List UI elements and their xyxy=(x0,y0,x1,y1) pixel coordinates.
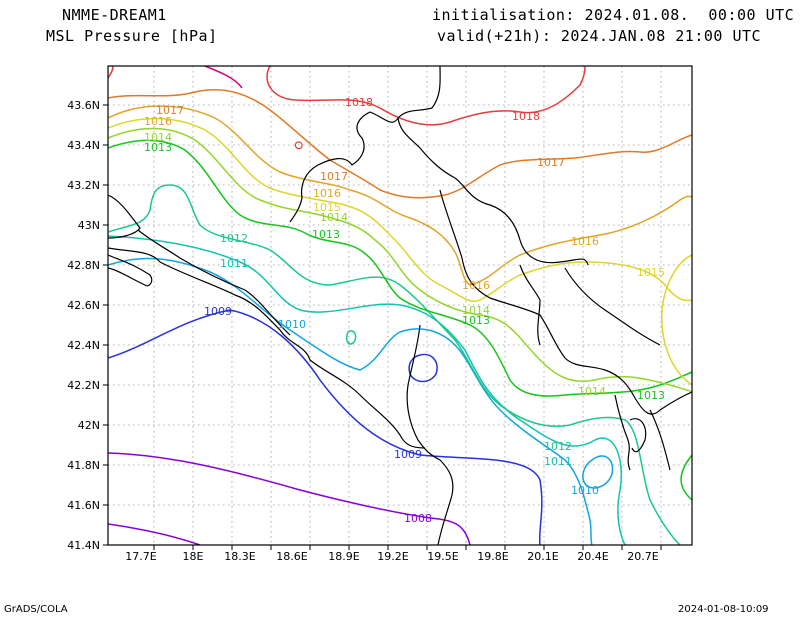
contour-label: 1015 xyxy=(637,266,665,279)
contour-1015-b xyxy=(661,254,692,386)
contour-1016 xyxy=(108,105,692,286)
contour-label: 1018 xyxy=(512,110,540,123)
init-time: initialisation: 2024.01.08. 00:00 UTC xyxy=(432,6,795,24)
contour-label: 1008 xyxy=(404,512,432,525)
contour-label: 1011 xyxy=(220,257,248,270)
contour-label: 1014 xyxy=(462,304,490,317)
contour-1018-b xyxy=(266,66,586,126)
contour-1018-ring xyxy=(294,141,303,150)
contour-1010-isle xyxy=(345,330,357,345)
lon-tick-label: 19.8E xyxy=(477,550,508,563)
contour-label: 1016 xyxy=(462,279,490,292)
contour-label: 1017 xyxy=(156,104,184,117)
lat-tick-label: 42.8N xyxy=(67,259,100,272)
lon-tick-label: 20.7E xyxy=(627,550,658,563)
lon-tick-label: 19.2E xyxy=(377,550,408,563)
contour-1015 xyxy=(108,117,692,302)
lon-tick-label: 19.5E xyxy=(427,550,458,563)
contour-label: 1010 xyxy=(571,484,599,497)
contour-1017 xyxy=(108,88,692,199)
lon-tick-label: 20.1E xyxy=(527,550,558,563)
contour-label: 1009 xyxy=(394,448,422,461)
contour-label: 1012 xyxy=(544,440,572,453)
contour-label: 1012 xyxy=(220,232,248,245)
lat-tick-label: 43N xyxy=(78,219,100,232)
lon-tick-label: 17.7E xyxy=(125,550,156,563)
lat-tick-label: 42.4N xyxy=(67,339,100,352)
lat-tick-label: 42.6N xyxy=(67,299,100,312)
lat-tick-label: 42N xyxy=(78,419,100,432)
contour-label: 1017 xyxy=(537,156,565,169)
contour-1011 xyxy=(108,235,626,545)
contour-1013 xyxy=(108,139,692,397)
contour-label: 1014 xyxy=(320,211,348,224)
contour-label: 1013 xyxy=(462,314,490,327)
contour-1008 xyxy=(108,452,471,545)
contour-label: 1013 xyxy=(637,389,665,402)
valid-time: valid(+21h): 2024.JAN.08 21:00 UTC xyxy=(437,27,762,45)
contour-label: 1013 xyxy=(144,141,172,154)
contour-1009-ring xyxy=(408,353,438,383)
contour-1019 xyxy=(204,66,243,89)
lat-tick-label: 41.6N xyxy=(67,499,100,512)
contour-1010-ring xyxy=(582,455,614,489)
lon-tick-label: 18.9E xyxy=(328,550,359,563)
lat-tick-label: 43.2N xyxy=(67,179,100,192)
contour-labels: 1017 1016 1014 1013 1018 1018 1017 1017 … xyxy=(144,96,665,525)
contour-label: 1016 xyxy=(313,187,341,200)
model-title: NMME-DREAM1 xyxy=(62,6,167,24)
contour-label: 1016 xyxy=(571,235,599,248)
lon-tick-label: 18E xyxy=(183,550,204,563)
ticks xyxy=(103,104,662,550)
lat-tick-label: 41.8N xyxy=(67,459,100,472)
lat-tick-label: 42.2N xyxy=(67,379,100,392)
contour-label: 1018 xyxy=(345,96,373,109)
contour-1012 xyxy=(108,184,681,545)
lat-tick-label: 43.4N xyxy=(67,139,100,152)
field-title: MSL Pressure [hPa] xyxy=(46,27,218,45)
footer-timestamp: 2024-01-08-10:09 xyxy=(678,604,769,615)
lon-tick-label: 20.4E xyxy=(577,550,608,563)
contour-1018 xyxy=(108,66,114,79)
coastlines-borders xyxy=(108,66,692,545)
contour-1013-b xyxy=(680,454,692,501)
lon-tick-label: 18.3E xyxy=(224,550,255,563)
contour-label: 1014 xyxy=(578,385,606,398)
contour-label: 1016 xyxy=(144,115,172,128)
contour-label: 1011 xyxy=(544,455,572,468)
lat-tick-label: 43.6N xyxy=(67,99,100,112)
lon-tick-label: 18.6E xyxy=(276,550,307,563)
contour-label: 1014 xyxy=(144,131,172,144)
contour-label: 1009 xyxy=(204,305,232,318)
contour-1008-b xyxy=(108,523,201,545)
contour-label: 1013 xyxy=(312,228,340,241)
contour-label: 1015 xyxy=(313,201,341,214)
contour-1009 xyxy=(108,309,543,545)
lat-tick-label: 41.4N xyxy=(67,539,100,552)
contour-label: 1010 xyxy=(278,318,306,331)
contour-1014 xyxy=(108,127,692,393)
contour-label: 1017 xyxy=(320,170,348,183)
footer-credit: GrADS/COLA xyxy=(4,604,68,615)
